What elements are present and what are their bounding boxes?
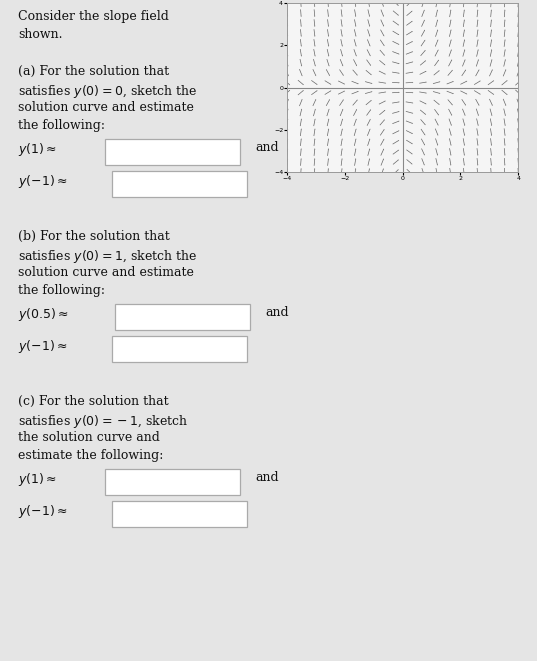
Text: (b) For the solution that: (b) For the solution that bbox=[18, 230, 170, 243]
FancyBboxPatch shape bbox=[105, 139, 240, 165]
Text: (c) For the solution that: (c) For the solution that bbox=[18, 395, 169, 408]
Text: shown.: shown. bbox=[18, 28, 62, 41]
FancyBboxPatch shape bbox=[112, 336, 247, 362]
Text: $y(-1) \approx$: $y(-1) \approx$ bbox=[18, 338, 68, 355]
Text: and: and bbox=[255, 141, 279, 154]
Text: estimate the following:: estimate the following: bbox=[18, 449, 163, 462]
Text: Consider the slope field: Consider the slope field bbox=[18, 10, 169, 23]
Text: $y(1) \approx$: $y(1) \approx$ bbox=[18, 141, 57, 158]
Text: $y(-1) \approx$: $y(-1) \approx$ bbox=[18, 503, 68, 520]
FancyBboxPatch shape bbox=[115, 304, 250, 330]
Text: the following:: the following: bbox=[18, 284, 105, 297]
Text: (a) For the solution that: (a) For the solution that bbox=[18, 65, 169, 78]
Text: satisfies $y(0) = 0$, sketch the: satisfies $y(0) = 0$, sketch the bbox=[18, 83, 197, 100]
Text: satisfies $y(0) = 1$, sketch the: satisfies $y(0) = 1$, sketch the bbox=[18, 248, 197, 265]
FancyBboxPatch shape bbox=[112, 501, 247, 527]
FancyBboxPatch shape bbox=[105, 469, 240, 495]
Text: and: and bbox=[265, 306, 288, 319]
Text: $y(-1) \approx$: $y(-1) \approx$ bbox=[18, 173, 68, 190]
Text: the following:: the following: bbox=[18, 119, 105, 132]
FancyBboxPatch shape bbox=[112, 171, 247, 197]
Text: the solution curve and: the solution curve and bbox=[18, 431, 160, 444]
Text: and: and bbox=[255, 471, 279, 484]
Text: solution curve and estimate: solution curve and estimate bbox=[18, 266, 194, 279]
Text: solution curve and estimate: solution curve and estimate bbox=[18, 101, 194, 114]
Text: satisfies $y(0) = -1$, sketch: satisfies $y(0) = -1$, sketch bbox=[18, 413, 188, 430]
Text: $y(0.5) \approx$: $y(0.5) \approx$ bbox=[18, 306, 69, 323]
Text: $y(1) \approx$: $y(1) \approx$ bbox=[18, 471, 57, 488]
